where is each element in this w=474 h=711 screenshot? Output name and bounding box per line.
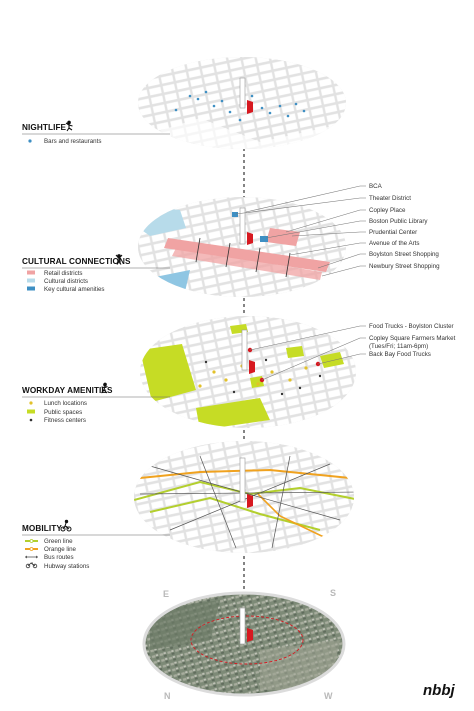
aerial-photo-layer: S N E W <box>142 588 346 701</box>
legend-hubway: Hubway stations <box>44 563 89 570</box>
cultural-title: CULTURAL CONNECTIONS <box>22 257 131 266</box>
callout-farmers-hours: (Tues/Fri; 11am-6pm) <box>369 343 428 350</box>
legend-retail: Retail districts <box>44 270 83 277</box>
legend-bus-routes: Bus routes <box>44 554 74 561</box>
workday-title: WORKDAY AMENITIES <box>22 386 113 395</box>
callout-food-trucks-boylston: Food Trucks - Boylston Cluster <box>369 323 454 330</box>
cultural-callouts <box>235 185 366 277</box>
callout-theater-district: Theater District <box>369 195 411 202</box>
legend-fitness: Fitness centers <box>44 417 86 424</box>
callout-back-bay-trucks: Back Bay Food Trucks <box>369 351 431 358</box>
callout-bpl: Boston Public Library <box>369 218 428 225</box>
runner-icon <box>101 382 108 394</box>
legend-key-amenities: Key cultural amenities <box>44 286 105 293</box>
legend-green-line: Green line <box>44 538 73 545</box>
nightlife-map-layer <box>138 57 346 149</box>
callout-prudential: Prudential Center <box>369 229 417 236</box>
legend-bars: Bars and restaurants <box>44 138 101 145</box>
callout-boylston: Boylston Street Shopping <box>369 251 439 258</box>
cultural-map-layer <box>138 197 346 297</box>
nightlife-title: NIGHTLIFE <box>22 123 67 132</box>
workday-callouts <box>249 325 366 381</box>
compass-s-mark: S <box>330 588 336 598</box>
legend-public-spaces: Public spaces <box>44 409 82 416</box>
callout-avenue-arts: Avenue of the Arts <box>369 240 419 247</box>
mobility-title: MOBILITY <box>22 524 62 533</box>
bike-icon <box>25 562 38 569</box>
callout-copley-place: Copley Place <box>369 207 406 214</box>
legend-cultural-districts: Cultural districts <box>44 278 88 285</box>
nightlife-section: NIGHTLIFE Bars and restaurants <box>22 120 170 145</box>
mobility-section: MOBILITY Green line Orange line Bus rout… <box>22 519 170 570</box>
mobility-map-layer <box>134 441 354 553</box>
legend-lunch: Lunch locations <box>44 400 87 407</box>
cultural-section: CULTURAL CONNECTIONS Retail districts Cu… <box>22 254 170 293</box>
nbbj-logo: nbbj <box>423 682 455 699</box>
legend-orange-line: Orange line <box>44 546 77 553</box>
cyclist-icon <box>60 519 72 532</box>
juggler-icon <box>115 254 123 265</box>
compass-e-mark: E <box>163 589 169 599</box>
compass-n-mark: N <box>164 691 171 701</box>
workday-map-layer <box>140 316 356 428</box>
callout-newbury: Newbury Street Shopping <box>369 263 440 270</box>
callout-bca: BCA <box>369 183 383 190</box>
workday-section: WORKDAY AMENITIES Lunch locations Public… <box>22 382 170 424</box>
bar-dots <box>174 90 306 122</box>
callout-farmers-market: Copley Square Farmers Market <box>369 335 456 342</box>
dancer-icon <box>65 120 73 132</box>
compass-w-mark: W <box>324 691 333 701</box>
